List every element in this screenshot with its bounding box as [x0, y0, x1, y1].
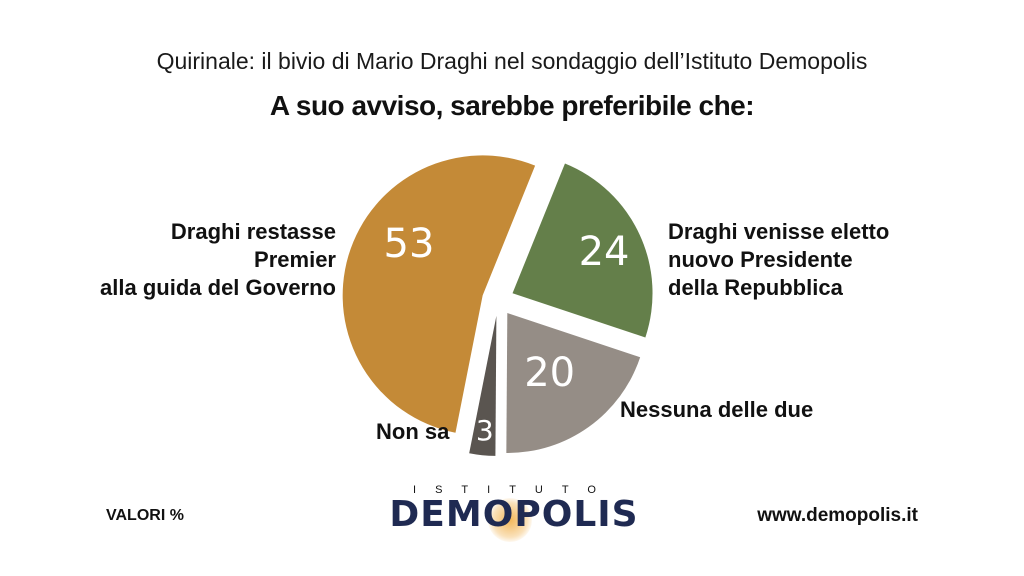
logo-main-text: DEMOPOLIS [389, 494, 639, 535]
logo-glow-icon [488, 498, 532, 542]
slice-president [512, 163, 653, 338]
slice-premier [342, 155, 536, 433]
label-premier-line2: Premier [254, 247, 336, 272]
label-president-line3: della Repubblica [668, 275, 843, 300]
demopolis-logo: ISTITUTO DEMOPOLIS [368, 484, 660, 544]
label-premier: Draghi restasse Premier alla guida del G… [100, 218, 336, 302]
label-neither: Nessuna delle due [620, 397, 814, 422]
label-premier-line3: alla guida del Governo [100, 275, 336, 300]
label-premier-line1: Draghi restasse [170, 219, 336, 244]
slice-dontknow [469, 315, 497, 456]
supertitle: Quirinale: il bivio di Mario Draghi nel … [156, 48, 868, 74]
label-president-line1: Draghi venisse eletto [668, 219, 890, 244]
value-label-neither: 20 [524, 350, 575, 396]
value-label-dontknow: 3 [476, 414, 494, 447]
value-label-premier: 53 [384, 221, 435, 267]
units-note: VALORI % [106, 507, 184, 524]
value-label-president: 24 [579, 229, 630, 275]
website-link[interactable]: www.demopolis.it [757, 505, 918, 526]
chart-title: A suo avviso, sarebbe preferibile che: [269, 90, 755, 121]
label-dontknow: Non sa [376, 419, 450, 444]
logo-top-text: ISTITUTO [413, 484, 615, 496]
label-president: Draghi venisse eletto nuovo Presidente d… [668, 218, 889, 302]
slice-neither [506, 313, 641, 454]
label-president-line2: nuovo Presidente [668, 247, 853, 272]
